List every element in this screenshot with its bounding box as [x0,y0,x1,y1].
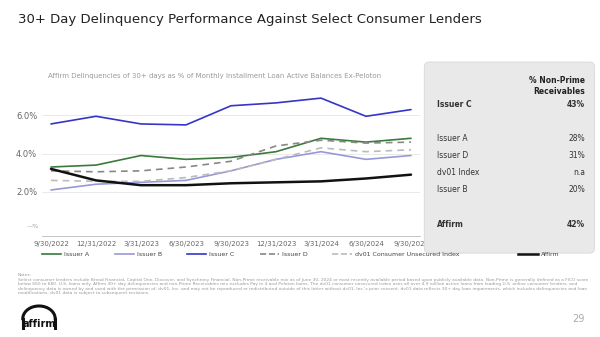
Text: 43%: 43% [567,100,585,109]
Text: dv01 Index: dv01 Index [437,168,479,177]
Text: Affirm Delinquencies of 30+ days as % of Monthly Installment Loan Active Balance: Affirm Delinquencies of 30+ days as % of… [48,73,381,79]
Text: Issuer D: Issuer D [282,252,308,257]
Text: Notes:
Select consumer lenders include Bread Financial, Capital One, Discover, a: Notes: Select consumer lenders include B… [18,273,589,295]
FancyBboxPatch shape [424,62,595,253]
Text: —%: —% [26,224,38,229]
Text: 28%: 28% [568,134,585,143]
Text: Issuer A: Issuer A [64,252,89,257]
Text: dv01 Consumer Unsecured Index: dv01 Consumer Unsecured Index [355,252,459,257]
Text: % Non-Prime
Receivables: % Non-Prime Receivables [529,76,585,96]
Text: 29: 29 [572,313,585,324]
Text: Issuer C: Issuer C [437,100,472,109]
Text: Affirm: Affirm [437,220,464,229]
Text: Issuer C: Issuer C [209,252,235,257]
Text: affirm: affirm [22,319,56,329]
Text: Issuer D: Issuer D [437,151,468,160]
Text: Affirm: Affirm [541,252,559,257]
Text: 31%: 31% [568,151,585,160]
Text: Issuer A: Issuer A [437,134,467,143]
Text: 42%: 42% [567,220,585,229]
Text: 30+ Day Delinquency Performance Against Select Consumer Lenders: 30+ Day Delinquency Performance Against … [18,13,482,27]
Text: Issuer B: Issuer B [437,185,467,194]
Text: n.a: n.a [573,168,585,177]
Text: 20%: 20% [568,185,585,194]
Text: Issuer B: Issuer B [137,252,162,257]
